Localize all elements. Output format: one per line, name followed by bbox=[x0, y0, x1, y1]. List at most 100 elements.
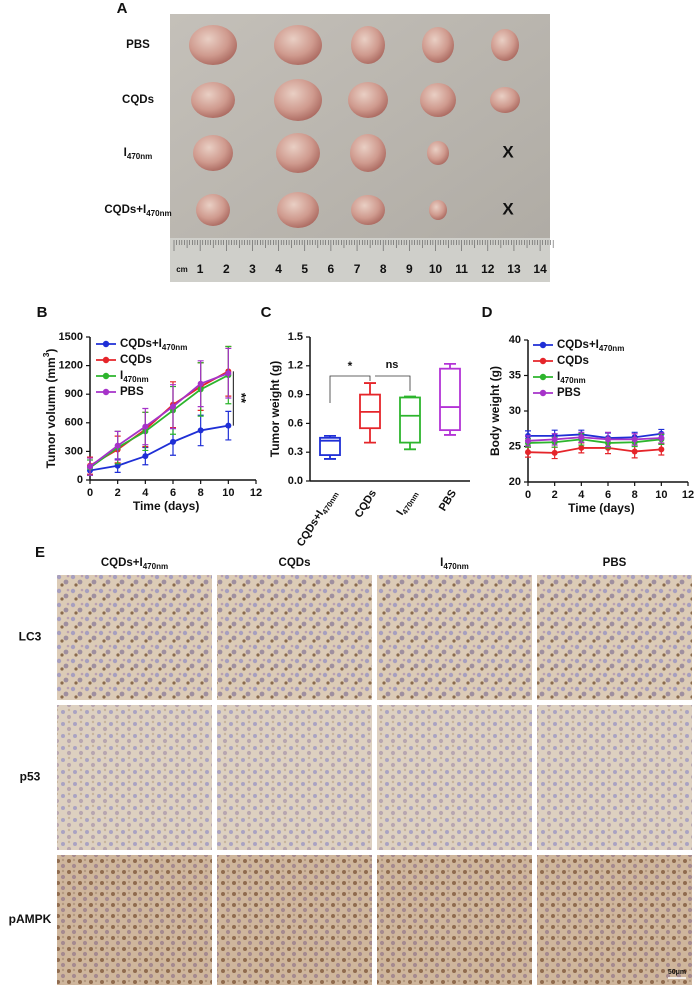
x-tick-label: 10 bbox=[222, 487, 234, 499]
ruler-number: 3 bbox=[249, 262, 256, 276]
ruler-number: 14 bbox=[533, 262, 547, 276]
significance-label: ns bbox=[386, 359, 399, 371]
significance-label: ** bbox=[234, 393, 249, 404]
legend-marker bbox=[102, 340, 110, 348]
data-point bbox=[197, 380, 204, 387]
x-tick-label: 12 bbox=[250, 487, 262, 499]
data-point bbox=[631, 448, 638, 455]
label-part: ) bbox=[44, 349, 58, 353]
legend-label: CQDs+I470nm bbox=[120, 338, 187, 352]
series-line bbox=[528, 432, 662, 439]
y-tick-label: 0.9 bbox=[288, 389, 303, 401]
legend-label: CQDs bbox=[557, 355, 589, 367]
tumor bbox=[351, 195, 385, 225]
tumor bbox=[274, 25, 322, 65]
ruler-number: 6 bbox=[328, 262, 335, 276]
tumor bbox=[350, 134, 386, 172]
y-tick-label: 20 bbox=[509, 476, 521, 488]
x-tick-label: 8 bbox=[198, 487, 204, 499]
legend-marker bbox=[539, 389, 547, 397]
legend-label: CQDs bbox=[120, 354, 152, 366]
ruler-number: 10 bbox=[429, 262, 443, 276]
series-line bbox=[89, 424, 229, 472]
ruler bbox=[170, 238, 550, 282]
whisker-cap bbox=[364, 382, 376, 444]
x-tick-label: 2 bbox=[115, 487, 121, 499]
whisker-cap bbox=[404, 395, 416, 451]
label-part: I bbox=[440, 557, 443, 569]
ihc-image bbox=[377, 705, 532, 850]
row-label: CQDs+I470nm bbox=[104, 204, 171, 218]
data-point bbox=[114, 442, 121, 449]
tumor bbox=[490, 87, 520, 113]
ruler-ticks bbox=[173, 240, 554, 251]
ihc-image bbox=[217, 705, 372, 850]
data-point bbox=[197, 427, 204, 434]
data-point bbox=[658, 446, 665, 453]
y-tick-label: 1500 bbox=[59, 331, 83, 343]
whisker-cap bbox=[444, 362, 456, 436]
ruler-number: 9 bbox=[406, 262, 413, 276]
row-label: LC3 bbox=[19, 630, 42, 644]
data-point bbox=[525, 449, 531, 456]
legend-label: I470nm bbox=[557, 371, 586, 385]
label-part: I bbox=[124, 147, 127, 159]
label-part: 470nm bbox=[127, 152, 153, 161]
legend-marker bbox=[539, 373, 547, 381]
label-part: CQDs+I bbox=[101, 557, 143, 569]
label-part: Tumor volumn (mm bbox=[44, 357, 58, 468]
series-line bbox=[89, 374, 229, 469]
data-point bbox=[578, 444, 585, 451]
label-part: 470nm bbox=[123, 375, 149, 384]
tumor bbox=[427, 141, 449, 165]
label-part: 470nm bbox=[443, 562, 469, 571]
ruler-unit: cm bbox=[176, 265, 188, 274]
row-label: I470nm bbox=[124, 147, 153, 161]
panel-letter: D bbox=[482, 304, 493, 321]
ruler-number: 2 bbox=[223, 262, 230, 276]
tumor bbox=[351, 26, 385, 64]
tumor bbox=[196, 194, 230, 226]
series-line bbox=[527, 438, 662, 444]
y-axis-label: Tumor volumn (mm3) bbox=[41, 349, 58, 469]
y-tick-label: 0.3 bbox=[288, 446, 303, 458]
column-header: I470nm bbox=[440, 557, 469, 571]
label-part: 470nm bbox=[320, 490, 341, 516]
data-point bbox=[631, 436, 638, 443]
legend-marker bbox=[102, 372, 110, 380]
category-label: PBS bbox=[437, 488, 459, 514]
tumor bbox=[429, 200, 447, 220]
data-point bbox=[225, 370, 232, 377]
significance-label: * bbox=[348, 359, 353, 373]
ruler-number: 11 bbox=[455, 262, 468, 276]
ihc-image bbox=[537, 705, 692, 850]
legend-label: PBS bbox=[557, 387, 581, 399]
ruler-number: 12 bbox=[481, 262, 495, 276]
x-tick-label: 0 bbox=[525, 489, 531, 501]
x-axis-label: Time (days) bbox=[133, 499, 199, 513]
y-tick-label: 0.6 bbox=[288, 417, 303, 429]
category-label: I470nm bbox=[394, 488, 421, 519]
y-axis-label: Tumor weight (g) bbox=[268, 361, 282, 457]
data-point bbox=[87, 463, 93, 470]
data-point bbox=[225, 422, 232, 429]
row-label: PBS bbox=[126, 39, 150, 51]
legend-marker bbox=[539, 357, 547, 365]
legend-marker bbox=[539, 341, 547, 349]
data-point bbox=[658, 434, 665, 441]
tumor bbox=[422, 27, 454, 63]
x-tick-label: 8 bbox=[632, 489, 638, 501]
y-tick-label: 35 bbox=[509, 369, 521, 381]
ihc-image bbox=[57, 575, 212, 700]
ihc-image bbox=[217, 855, 372, 985]
tumor bbox=[348, 82, 388, 118]
panel-letter: A bbox=[117, 0, 128, 17]
series-line bbox=[89, 372, 229, 468]
label-part: 470nm bbox=[400, 490, 421, 516]
ihc-image bbox=[537, 575, 692, 700]
significance-bracket bbox=[375, 375, 411, 391]
x-tick-label: 4 bbox=[578, 489, 585, 501]
x-tick-label: 12 bbox=[682, 489, 694, 501]
scale-bar-label: 50μm bbox=[668, 969, 686, 976]
